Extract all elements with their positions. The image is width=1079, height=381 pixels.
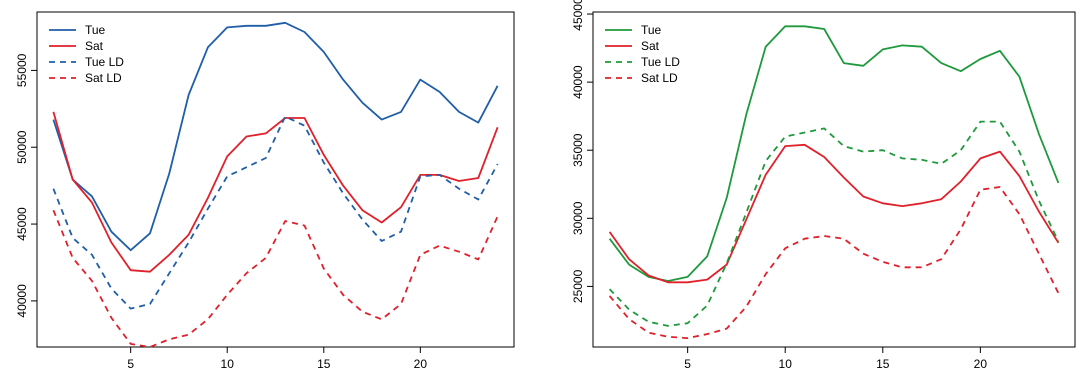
series-line-tue xyxy=(608,25,1060,282)
x-tick-label: 20 xyxy=(974,357,988,371)
y-tick-label: 40000 xyxy=(571,65,585,99)
x-tick-label: 5 xyxy=(127,357,134,371)
series-line-sat xyxy=(608,143,1060,284)
y-tick-label: 30000 xyxy=(571,201,585,235)
x-tick-label: 5 xyxy=(684,357,691,371)
series-line-tue-ld xyxy=(608,120,1060,327)
x-tick-label: 15 xyxy=(317,357,331,371)
y-tick-label: 50000 xyxy=(15,130,29,164)
plot-frame xyxy=(592,11,1076,348)
x-tick-label: 15 xyxy=(876,357,890,371)
series-line-sat-ld xyxy=(52,209,499,348)
chart-panel-1: 5 10 15 20 40000 45000 50000 55000 Tue Sat Tue LD S… xyxy=(15,11,515,371)
x-tick-label: 10 xyxy=(221,357,235,371)
y-tick-label: 35000 xyxy=(571,133,585,167)
series-line-tue-ld xyxy=(52,115,499,310)
legend-entry: Sat LD xyxy=(85,71,122,85)
y-tick-label: 40000 xyxy=(15,284,29,318)
y-tick-label: 55000 xyxy=(15,53,29,87)
legend-entry: Tue xyxy=(641,23,662,37)
legend-entry: Sat xyxy=(85,39,104,53)
legend-entry: Tue LD xyxy=(641,55,680,69)
legend: Tue Sat Tue LD Sat LD xyxy=(605,23,680,85)
y-tick-label: 45000 xyxy=(571,0,585,31)
series-line-tue xyxy=(52,21,499,252)
y-tick-label: 25000 xyxy=(571,269,585,303)
legend: Tue Sat Tue LD Sat LD xyxy=(49,23,124,85)
y-tick-label: 45000 xyxy=(15,207,29,241)
x-tick-label: 20 xyxy=(414,357,428,371)
legend-entry: Tue xyxy=(85,23,106,37)
series-line-sat xyxy=(52,111,499,273)
series-line-sat-ld xyxy=(608,186,1060,340)
legend-entry: Sat xyxy=(641,39,660,53)
legend-entry: Sat LD xyxy=(641,71,678,85)
x-tick-label: 10 xyxy=(779,357,793,371)
legend-entry: Tue LD xyxy=(85,55,124,69)
plot-frame xyxy=(36,11,515,348)
